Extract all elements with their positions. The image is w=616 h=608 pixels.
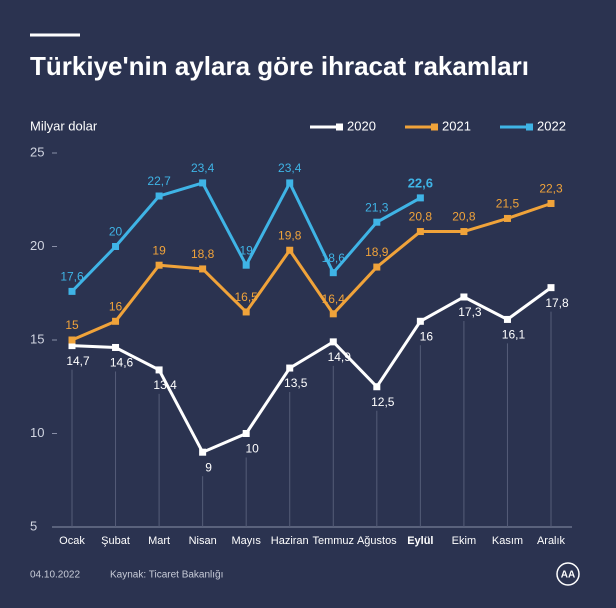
x-tick-label: Ocak xyxy=(59,535,85,547)
marker xyxy=(112,343,120,351)
marker xyxy=(112,317,120,325)
marker xyxy=(547,199,555,207)
marker xyxy=(242,430,250,437)
data-label: 9 xyxy=(205,460,212,474)
marker xyxy=(329,269,337,277)
data-label: 21,3 xyxy=(365,200,389,214)
marker xyxy=(460,228,468,236)
x-tick-label: Kasım xyxy=(492,535,523,547)
data-label: 19,8 xyxy=(278,228,302,242)
data-label: 16,4 xyxy=(322,292,346,306)
marker xyxy=(199,448,207,456)
data-label: 14,6 xyxy=(110,356,134,370)
data-label: 20,8 xyxy=(409,210,433,224)
source: Kaynak: Ticaret Bakanlığı xyxy=(110,570,223,581)
marker xyxy=(373,218,381,226)
x-tick-label: Ekim xyxy=(452,535,476,547)
data-label: 17,3 xyxy=(458,305,482,319)
marker xyxy=(242,261,250,269)
marker xyxy=(286,364,294,372)
marker xyxy=(373,263,381,271)
logo: AA xyxy=(561,570,575,581)
y-tick-label: 10 xyxy=(30,425,44,440)
y-tick-label: 5 xyxy=(30,518,37,533)
data-label: 19 xyxy=(152,243,166,257)
data-label: 22,3 xyxy=(539,182,563,196)
data-label: 23,4 xyxy=(191,161,215,175)
x-tick-label: Şubat xyxy=(101,535,130,547)
marker xyxy=(242,308,250,316)
x-tick-label: Haziran xyxy=(271,535,309,547)
data-label: 14,9 xyxy=(328,350,352,364)
y-tick-label: 20 xyxy=(30,238,44,253)
marker xyxy=(199,179,207,187)
legend-marker xyxy=(431,123,438,131)
marker xyxy=(416,194,424,202)
marker xyxy=(416,228,424,236)
data-label: 16,5 xyxy=(235,290,259,304)
data-label: 12,5 xyxy=(371,395,395,409)
marker xyxy=(329,338,337,346)
data-label: 16 xyxy=(420,329,434,343)
legend-marker xyxy=(336,123,343,131)
data-label: 14,7 xyxy=(66,354,90,368)
marker xyxy=(68,287,76,295)
series-line xyxy=(71,202,552,342)
data-label: 18,8 xyxy=(191,247,215,261)
logo-circle xyxy=(556,562,580,586)
y-axis-label: Milyar dolar xyxy=(30,118,98,133)
y-tick-label: 15 xyxy=(30,331,44,346)
x-tick-label: Aralık xyxy=(537,535,566,547)
marker xyxy=(155,192,163,200)
data-label: 17,8 xyxy=(545,296,569,310)
data-label: 16 xyxy=(109,299,123,313)
data-label: 10 xyxy=(246,442,260,456)
data-label: 16,1 xyxy=(502,328,526,342)
x-tick-label: Eylül xyxy=(407,535,433,547)
marker xyxy=(155,261,163,269)
marker xyxy=(112,243,120,250)
marker xyxy=(329,310,337,318)
data-label: 21,5 xyxy=(496,197,520,211)
x-tick-label: Temmuz xyxy=(312,535,354,547)
date: 04.10.2022 xyxy=(30,570,80,581)
chart-title: Türkiye'nin aylara göre ihracat rakamlar… xyxy=(30,51,529,81)
legend-label: 2022 xyxy=(537,118,566,133)
x-tick-label: Ağustos xyxy=(357,535,397,547)
data-label: 17,6 xyxy=(60,270,84,284)
data-label: 19 xyxy=(240,243,254,257)
legend-label: 2021 xyxy=(442,118,471,133)
marker xyxy=(286,246,294,254)
marker xyxy=(155,366,163,374)
data-label: 20 xyxy=(109,225,123,239)
data-label: 22,6 xyxy=(408,175,433,190)
x-tick-label: Mayıs xyxy=(232,535,262,547)
data-label: 23,4 xyxy=(278,161,302,175)
y-tick-label: 25 xyxy=(30,144,44,159)
marker xyxy=(199,265,207,273)
data-label: 22,7 xyxy=(147,174,171,188)
legend-label: 2020 xyxy=(347,118,376,133)
data-label: 18,6 xyxy=(322,251,346,265)
marker xyxy=(373,383,381,391)
marker xyxy=(503,315,511,323)
data-label: 20,8 xyxy=(452,210,476,224)
data-label: 15 xyxy=(65,318,79,332)
data-label: 18,9 xyxy=(365,245,389,259)
marker xyxy=(68,336,76,344)
series-line xyxy=(71,286,552,455)
marker xyxy=(503,214,511,222)
marker xyxy=(460,293,468,301)
x-tick-label: Mart xyxy=(148,535,170,547)
marker xyxy=(286,179,294,187)
data-label: 13,5 xyxy=(284,376,308,390)
marker xyxy=(68,342,76,350)
data-label: 13,4 xyxy=(153,378,177,392)
legend-marker xyxy=(526,123,533,131)
marker xyxy=(547,284,555,292)
marker xyxy=(416,317,424,325)
x-tick-label: Nisan xyxy=(189,535,217,547)
